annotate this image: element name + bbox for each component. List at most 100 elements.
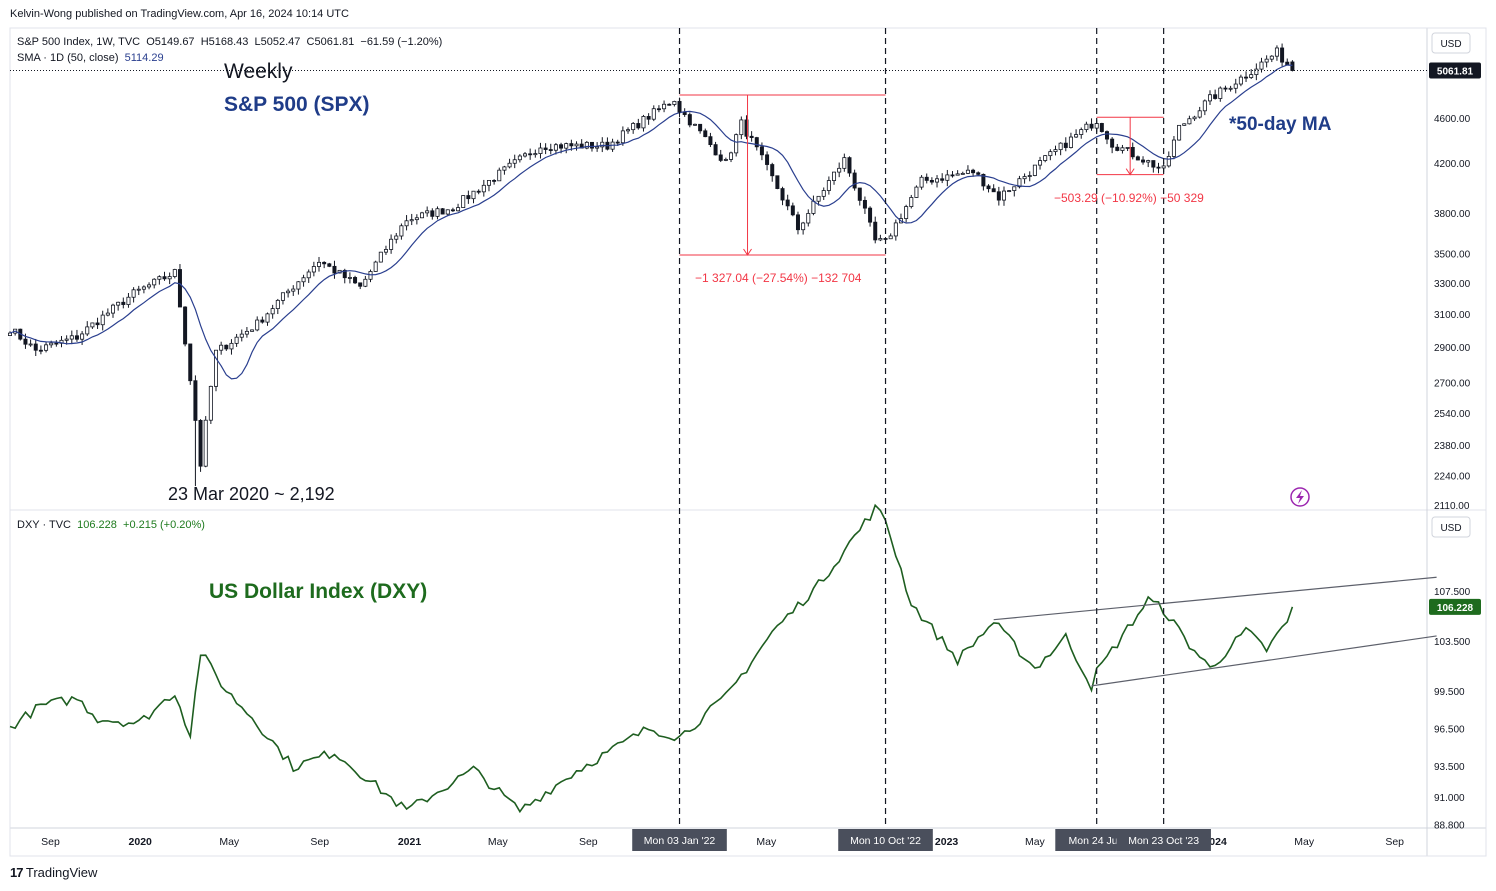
spx-candle[interactable] [1099,123,1104,132]
spx-candle[interactable] [904,206,909,219]
spx-candle[interactable] [389,238,394,250]
spx-candle[interactable] [1032,164,1037,176]
spx-candle[interactable] [286,290,291,294]
spx-candle[interactable] [1171,139,1176,157]
spx-candle[interactable] [888,235,893,240]
spx-candle[interactable] [322,261,327,265]
spx-candle[interactable] [589,141,594,149]
spx-candle[interactable] [857,187,862,201]
spx-candle[interactable] [1022,176,1027,180]
spx-candle[interactable] [1151,160,1156,168]
spx-candle[interactable] [528,153,533,156]
spx-candle[interactable] [615,141,620,144]
spx-candle[interactable] [821,190,826,197]
spx-candle[interactable] [476,190,481,193]
spx-candle[interactable] [430,210,435,217]
spx-candle[interactable] [152,278,157,286]
spx-candle[interactable] [806,213,811,224]
spx-candle[interactable] [131,289,136,298]
spx-candle[interactable] [317,261,322,267]
spx-candle[interactable] [1074,134,1079,138]
spx-candle[interactable] [620,130,625,144]
spx-candle[interactable] [327,263,332,267]
spx-candle[interactable] [255,319,260,331]
spx-candle[interactable] [955,173,960,176]
spx-candle[interactable] [1244,76,1249,79]
spx-candle[interactable] [280,292,285,301]
spx-candle[interactable] [1027,175,1032,177]
spx-candle[interactable] [971,169,976,174]
spx-candle[interactable] [54,342,59,345]
spx-candle[interactable] [445,209,450,215]
spx-candle[interactable] [49,342,54,346]
spx-candle[interactable] [1259,61,1264,70]
spx-candle[interactable] [1213,94,1218,99]
spx-candle[interactable] [136,288,141,291]
spx-candle[interactable] [80,333,85,340]
spx-candle[interactable] [105,312,110,316]
spx-candle[interactable] [425,210,430,214]
spx-candle[interactable] [1043,155,1048,161]
spx-candle[interactable] [471,190,476,200]
spx-candle[interactable] [85,326,90,335]
spx-candle[interactable] [1228,87,1233,90]
spx-candle[interactable] [275,299,280,310]
spx-candle[interactable] [692,123,697,126]
spx-candle[interactable] [399,225,404,237]
spx-candle[interactable] [940,178,945,181]
spx-candle[interactable] [795,214,800,231]
spx-candle[interactable] [172,269,177,277]
spx-candle[interactable] [229,342,234,350]
spx-candle[interactable] [1135,156,1140,161]
spx-candle[interactable] [239,333,244,338]
spx-candle[interactable] [1125,147,1130,149]
spx-candle[interactable] [543,147,548,150]
spx-candle[interactable] [244,330,249,335]
spx-candle[interactable] [935,178,940,183]
spx-candle[interactable] [404,220,409,227]
spx-candle[interactable] [270,308,275,315]
spx-candle[interactable] [394,235,399,240]
dxy-legend[interactable]: DXY · TVC 106.228 +0.215 (+0.20%) [17,519,205,531]
spx-candle[interactable] [1058,142,1063,151]
spx-candle[interactable] [713,144,718,156]
spx-candle[interactable] [1130,147,1135,158]
spx-candle[interactable] [1146,160,1151,163]
spx-candle[interactable] [744,119,749,137]
spx-candle[interactable] [69,335,74,340]
spx-candle[interactable] [1192,116,1197,120]
spx-candle[interactable] [1084,123,1089,130]
spx-candle[interactable] [569,143,574,147]
spx-candle[interactable] [626,129,631,132]
spx-candle[interactable] [729,152,734,160]
spx-candle[interactable] [234,336,239,344]
spx-candle[interactable] [1038,160,1043,166]
spx-candle[interactable] [698,123,703,132]
spx-candle[interactable] [1007,190,1012,192]
spx-candle[interactable] [414,217,419,221]
spx-candle[interactable] [1280,47,1285,63]
spx-candle[interactable] [538,147,543,154]
spx-candle[interactable] [723,159,728,161]
spx-candle[interactable] [914,186,919,198]
spx-candle[interactable] [950,174,955,177]
spx-candle[interactable] [523,153,528,157]
spx-candle[interactable] [373,261,378,272]
spx-candle[interactable] [909,197,914,207]
spx-candle[interactable] [1110,138,1115,148]
spx-candle[interactable] [1223,87,1228,90]
spx-candle[interactable] [1238,76,1243,85]
spx-candle[interactable] [646,116,651,120]
spx-candle[interactable] [167,276,172,280]
spx-candle[interactable] [826,180,831,191]
spx-candle[interactable] [121,301,126,305]
spx-candle[interactable] [1187,118,1192,125]
spx-candle[interactable] [780,188,785,201]
spx-candle[interactable] [873,221,878,241]
spx-candle[interactable] [188,343,193,382]
spx-candle[interactable] [116,301,121,306]
spx-candle[interactable] [641,116,646,129]
spx-candle[interactable] [291,288,296,292]
spx-candle[interactable] [811,200,816,214]
